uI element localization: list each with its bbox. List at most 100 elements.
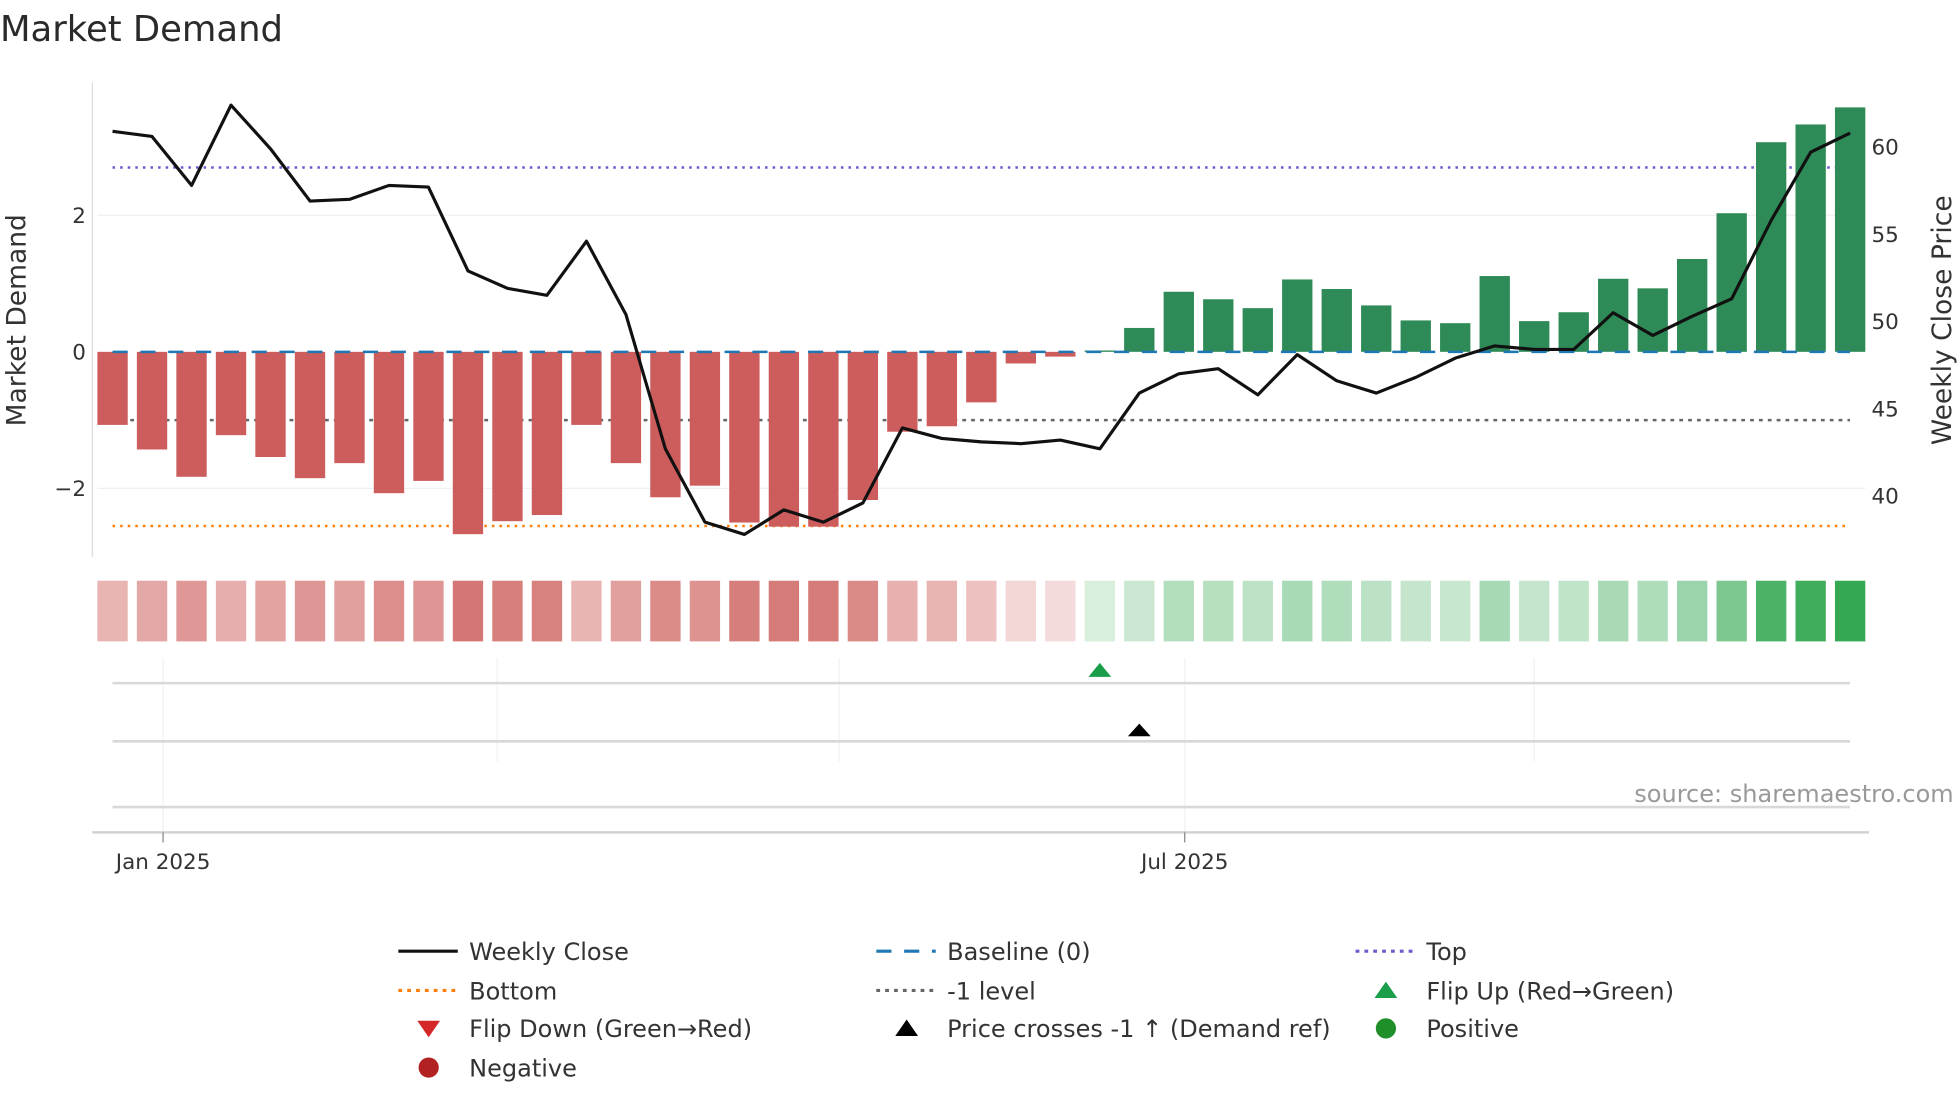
demand-bar	[1203, 299, 1234, 352]
heatmap-cell	[1242, 580, 1273, 642]
demand-bar	[1834, 107, 1866, 352]
heatmap-cell	[1519, 580, 1550, 642]
x-tick-label: Jan 2025	[114, 850, 211, 875]
heatmap-cell	[452, 580, 484, 642]
reference-lines	[112, 166, 1850, 528]
demand-bar	[176, 351, 207, 477]
heatmap-cell	[1558, 580, 1589, 642]
heatmap-cell	[1361, 580, 1392, 642]
demand-bar	[1716, 213, 1747, 352]
demand-bar	[1163, 291, 1194, 352]
demand-bar	[1400, 320, 1431, 352]
demand-heatmap	[97, 580, 1866, 642]
heatmap-cell	[1045, 580, 1076, 642]
demand-bar	[97, 351, 128, 425]
demand-bar	[768, 351, 800, 527]
legend-item: Price crosses -1 ↑ (Demand ref)	[895, 1015, 1331, 1043]
legend-label: Negative	[469, 1054, 577, 1082]
y2-tick-label: 40	[1871, 485, 1898, 510]
y2-axis-label: Weekly Close Price	[1927, 195, 1958, 445]
legend-label: Positive	[1426, 1015, 1519, 1043]
heatmap-cell	[136, 580, 168, 642]
y-tick-label: −2	[54, 477, 86, 502]
legend-label: Flip Down (Green→Red)	[469, 1015, 752, 1043]
legend-label: -1 level	[947, 977, 1036, 1005]
heatmap-cell	[1400, 580, 1431, 642]
heatmap-cell	[1124, 580, 1155, 642]
demand-bar	[1558, 312, 1589, 352]
heatmap-cell	[966, 580, 997, 642]
heatmap-cell	[1637, 580, 1668, 642]
demand-bar	[1479, 276, 1510, 352]
heatmap-cell	[808, 580, 839, 642]
demand-bar	[1124, 327, 1155, 352]
chart-title: Market Demand	[0, 9, 283, 50]
demand-bar	[136, 351, 168, 450]
demand-bar	[452, 351, 484, 535]
heatmap-cell	[97, 580, 128, 642]
y2-tick-label: 55	[1871, 223, 1898, 248]
y2-tick-label: 50	[1871, 310, 1898, 335]
demand-bar	[571, 351, 602, 425]
demand-bar	[492, 351, 523, 522]
heatmap-cell	[1755, 580, 1787, 642]
heatmap-cell	[1282, 580, 1313, 642]
demand-bar	[531, 351, 563, 516]
heatmap-cell	[689, 580, 721, 642]
heatmap-cell	[847, 580, 879, 642]
demand-bar	[729, 351, 760, 523]
legend-triangle-up-icon	[895, 1019, 919, 1036]
legend-item: Negative	[418, 1054, 577, 1082]
heatmap-cell	[1163, 580, 1194, 642]
demand-bar	[926, 351, 958, 427]
flip-up-marker	[1088, 662, 1112, 677]
heatmap-cell	[1795, 580, 1826, 642]
legend-dot-icon	[418, 1057, 439, 1078]
heatmap-cell	[650, 580, 681, 642]
legend-item: Bottom	[398, 977, 557, 1005]
heatmap-cell	[373, 580, 405, 642]
demand-bar	[610, 351, 642, 464]
price-line	[112, 103, 1851, 537]
heatmap-cell	[1598, 580, 1629, 642]
demand-bar	[847, 351, 879, 501]
demand-bar	[650, 351, 681, 498]
heatmap-cell	[729, 580, 760, 642]
source-text: source: sharemaestro.com	[1634, 780, 1953, 808]
heatmap-cell	[926, 580, 958, 642]
demand-bar	[413, 351, 444, 481]
legend-item: Top	[1355, 938, 1467, 966]
legend-label: Flip Up (Red→Green)	[1426, 977, 1674, 1005]
y2-tick-label: 45	[1871, 397, 1898, 422]
legend-triangle-up-icon	[1374, 981, 1398, 999]
demand-bar	[1637, 288, 1668, 352]
demand-bar	[255, 351, 286, 457]
legend-label: Bottom	[469, 977, 557, 1005]
demand-bars	[97, 107, 1866, 535]
heatmap-cell	[215, 580, 247, 642]
heatmap-cell	[1084, 580, 1115, 642]
heatmap-cell	[768, 580, 800, 642]
demand-bar	[1282, 279, 1313, 352]
demand-bar	[689, 351, 721, 486]
legend: Weekly Close Baseline (0) Top Bottom -1 leve…	[398, 938, 1674, 1082]
heatmap-cell	[413, 580, 444, 642]
legend-label: Baseline (0)	[947, 938, 1090, 966]
demand-bar	[373, 351, 405, 494]
heatmap-cell	[334, 580, 365, 642]
legend-item: Weekly Close	[398, 938, 629, 966]
axis-ticks: 2 0 −2 60 55 50 45 40	[54, 136, 1899, 510]
demand-bar	[887, 351, 918, 432]
heatmap-cell	[1716, 580, 1747, 642]
demand-bar	[1005, 351, 1037, 364]
legend-dot-icon	[1375, 1018, 1397, 1039]
heatmap-cell	[1203, 580, 1234, 642]
heatmap-cell	[1834, 580, 1866, 642]
legend-item: Flip Up (Red→Green)	[1374, 977, 1674, 1005]
demand-bar	[294, 351, 326, 479]
heatmap-cell	[1005, 580, 1037, 642]
heatmap-cell	[1321, 580, 1352, 642]
heatmap-cell	[1440, 580, 1471, 642]
heatmap-cell	[610, 580, 642, 642]
